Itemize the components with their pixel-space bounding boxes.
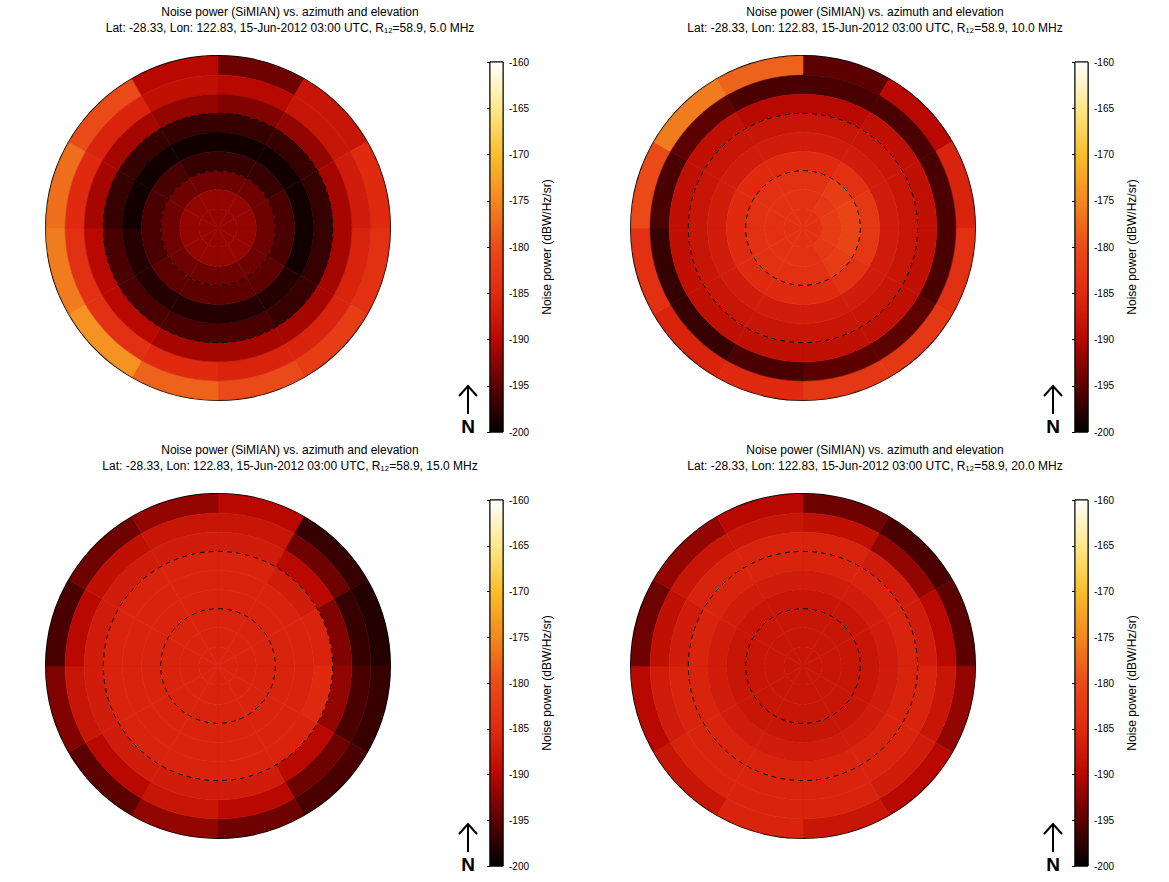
svg-text:Noise power (dBW/Hz/sr): Noise power (dBW/Hz/sr) [1125, 179, 1139, 314]
svg-text:-195: -195 [509, 380, 529, 391]
svg-text:Noise power (SiMIAN) vs. azimu: Noise power (SiMIAN) vs. azimuth and ele… [161, 5, 418, 19]
svg-text:Noise power (SiMIAN) vs. azimu: Noise power (SiMIAN) vs. azimuth and ele… [746, 5, 1003, 19]
svg-text:Noise power (dBW/Hz/sr): Noise power (dBW/Hz/sr) [1125, 615, 1139, 750]
svg-text:Lat: -28.33, Lon: 122.83, 15-J: Lat: -28.33, Lon: 122.83, 15-Jun-2012 03… [106, 21, 475, 35]
svg-text:N: N [461, 854, 475, 875]
svg-text:N: N [1046, 854, 1060, 875]
svg-text:-190: -190 [509, 769, 529, 780]
svg-text:-175: -175 [509, 195, 529, 206]
svg-text:-185: -185 [509, 723, 529, 734]
svg-text:Noise power (dBW/Hz/sr): Noise power (dBW/Hz/sr) [540, 615, 554, 750]
svg-text:-165: -165 [1094, 540, 1114, 551]
svg-text:-180: -180 [509, 242, 529, 253]
svg-text:-160: -160 [509, 495, 529, 506]
svg-text:-160: -160 [509, 57, 529, 68]
svg-text:-165: -165 [1094, 103, 1114, 114]
svg-text:-200: -200 [509, 861, 529, 872]
svg-text:-170: -170 [509, 586, 529, 597]
svg-text:Lat: -28.33, Lon: 122.83, 15-J: Lat: -28.33, Lon: 122.83, 15-Jun-2012 03… [102, 459, 477, 473]
svg-text:-175: -175 [1094, 195, 1114, 206]
svg-text:-170: -170 [509, 149, 529, 160]
svg-text:Lat: -28.33, Lon: 122.83, 15-J: Lat: -28.33, Lon: 122.83, 15-Jun-2012 03… [687, 459, 1062, 473]
svg-text:-165: -165 [509, 103, 529, 114]
svg-text:-190: -190 [509, 334, 529, 345]
svg-text:-175: -175 [1094, 632, 1114, 643]
svg-text:Noise power (SiMIAN) vs. azimu: Noise power (SiMIAN) vs. azimuth and ele… [746, 443, 1003, 457]
svg-text:-185: -185 [1094, 723, 1114, 734]
svg-text:N: N [1046, 416, 1060, 437]
svg-text:-180: -180 [509, 678, 529, 689]
svg-text:-160: -160 [1094, 57, 1114, 68]
svg-text:-175: -175 [509, 632, 529, 643]
svg-text:-170: -170 [1094, 149, 1114, 160]
svg-text:-200: -200 [1094, 427, 1114, 438]
svg-text:-195: -195 [1094, 380, 1114, 391]
svg-text:Noise power (dBW/Hz/sr): Noise power (dBW/Hz/sr) [540, 179, 554, 314]
svg-text:-160: -160 [1094, 495, 1114, 506]
svg-text:-190: -190 [1094, 334, 1114, 345]
svg-text:-180: -180 [1094, 242, 1114, 253]
svg-text:Noise power (SiMIAN) vs. azimu: Noise power (SiMIAN) vs. azimuth and ele… [161, 443, 418, 457]
svg-text:-180: -180 [1094, 678, 1114, 689]
svg-text:-190: -190 [1094, 769, 1114, 780]
svg-text:-185: -185 [1094, 288, 1114, 299]
svg-text:-165: -165 [509, 540, 529, 551]
svg-text:-195: -195 [1094, 815, 1114, 826]
svg-text:-195: -195 [509, 815, 529, 826]
svg-text:-200: -200 [1094, 861, 1114, 872]
svg-text:Lat: -28.33, Lon: 122.83, 15-J: Lat: -28.33, Lon: 122.83, 15-Jun-2012 03… [687, 21, 1062, 35]
svg-text:-170: -170 [1094, 586, 1114, 597]
svg-text:-200: -200 [509, 427, 529, 438]
svg-text:N: N [461, 416, 475, 437]
svg-text:-185: -185 [509, 288, 529, 299]
